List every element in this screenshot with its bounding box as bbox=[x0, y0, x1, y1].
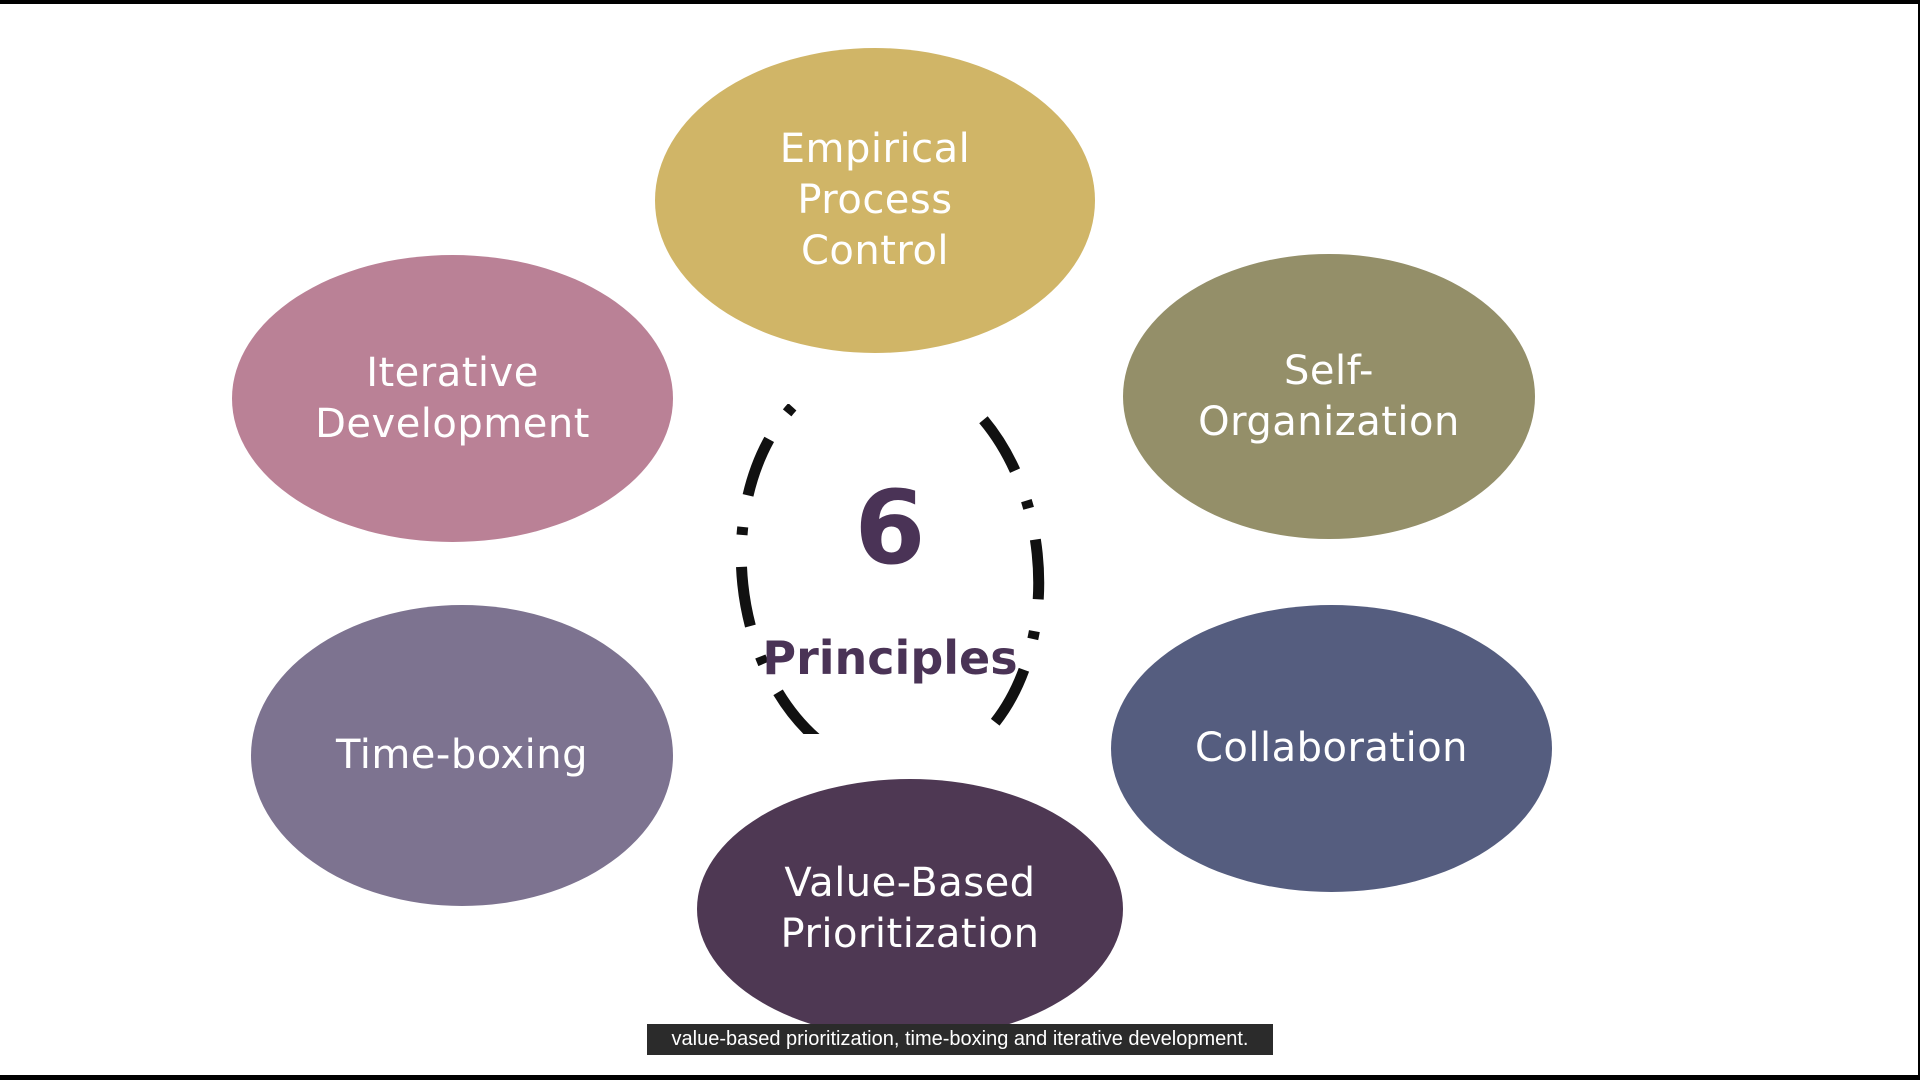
principle-label: Collaboration bbox=[1194, 725, 1469, 771]
principle-label: Time-boxing bbox=[336, 732, 588, 778]
principles-title: Principles bbox=[762, 631, 1018, 685]
principle-value-based-prioritization: Value-Based Prioritization bbox=[697, 779, 1123, 1039]
principle-label: Iterative Development bbox=[315, 349, 590, 447]
principle-self-organization: Self- Organization bbox=[1123, 254, 1535, 539]
principle-label: Empirical Process Control bbox=[779, 126, 971, 274]
principles-count: 6 bbox=[854, 469, 926, 588]
slide: Empirical Process Control Self- Organiza… bbox=[0, 4, 1918, 1075]
principle-label: Self- Organization bbox=[1198, 347, 1460, 445]
dashed-ring bbox=[735, 404, 1045, 734]
principle-collaboration: Collaboration bbox=[1111, 605, 1552, 892]
principle-iterative-development: Iterative Development bbox=[232, 255, 673, 542]
principle-time-boxing: Time-boxing bbox=[251, 605, 673, 906]
principle-empirical-process-control: Empirical Process Control bbox=[655, 48, 1095, 353]
video-subtitle: value-based prioritization, time-boxing … bbox=[647, 1024, 1273, 1055]
principle-label: Value-Based Prioritization bbox=[780, 860, 1040, 957]
